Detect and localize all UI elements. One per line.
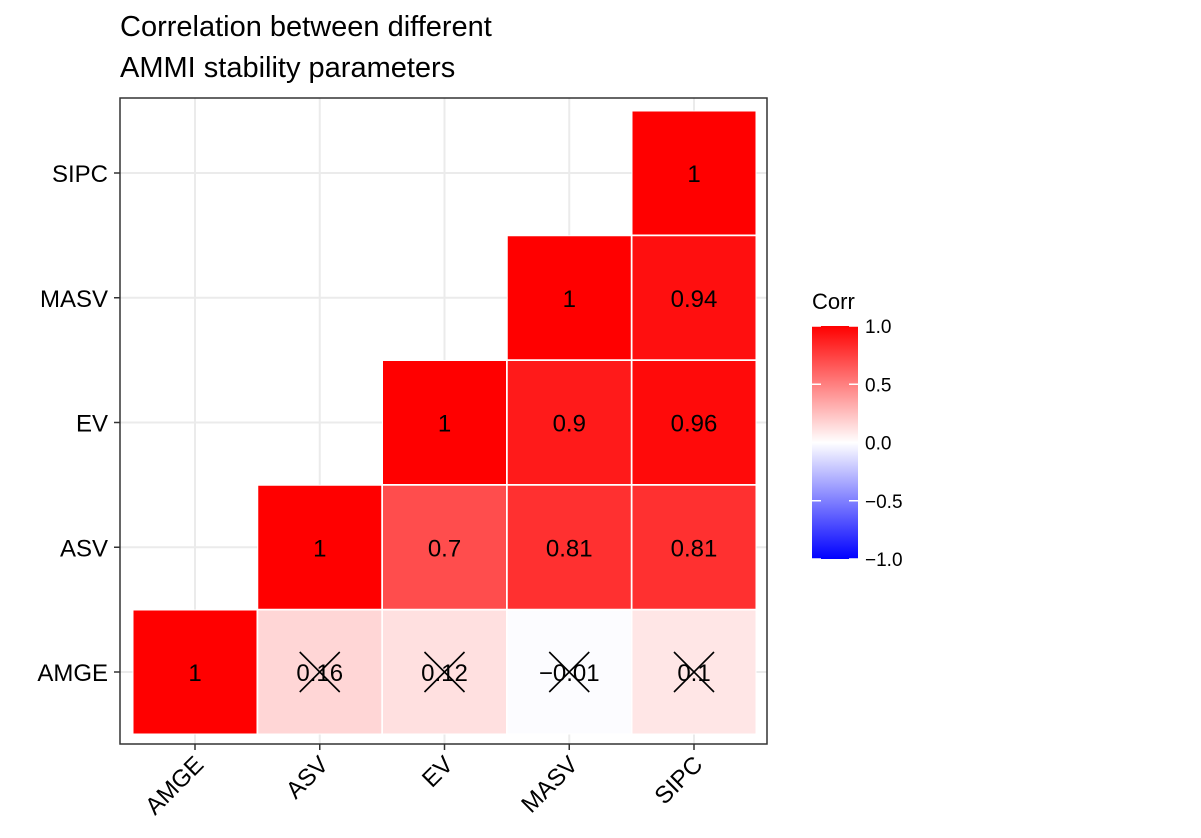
legend-tick-label-0: 0.0: [865, 434, 891, 455]
legend-tick-label-neg0-5: −0.5: [865, 492, 903, 513]
heatmap-cell-sipc-asv: [631, 484, 757, 610]
y-tick-label-asv: ASV: [60, 535, 108, 562]
cell-label-sipc-sipc: 1: [687, 161, 700, 188]
heatmap-cell-asv-asv: [257, 484, 383, 610]
x-tick-label-amge: AMGE: [140, 751, 209, 820]
heatmap-cell-amge-amge: [132, 609, 258, 735]
legend-tick-label-1: 1.0: [865, 317, 891, 338]
insignificance-marks: [299, 651, 715, 693]
heatmap-cell-masv-asv: [506, 484, 632, 610]
cell-label-ev-amge: 0.12: [421, 660, 468, 687]
x-tick-label-asv: ASV: [281, 751, 334, 804]
color-legend: Corr 1.0 0.5 0.0 −0.5 −1.0: [812, 289, 903, 571]
heatmap-cell-sipc-sipc: [631, 110, 757, 236]
plot-panel-border: [119, 97, 768, 745]
cell-label-asv-amge: 0.16: [296, 660, 343, 687]
y-tick-label-ev: EV: [76, 411, 108, 438]
cell-label-masv-masv: 1: [563, 286, 576, 313]
cell-label-sipc-asv: 0.81: [671, 535, 718, 562]
insignificant-cross-asv-amge-b: [299, 651, 341, 693]
chart-title-line-1: Correlation between different: [120, 11, 492, 43]
heatmap-cell-sipc-masv: [631, 235, 757, 361]
cell-label-ev-ev: 1: [438, 411, 451, 438]
cell-label-masv-ev: 0.9: [553, 411, 586, 438]
insignificant-cross-sipc-amge-b: [673, 651, 715, 693]
cell-label-sipc-ev: 0.96: [671, 411, 718, 438]
insignificant-cross-masv-amge-b: [548, 651, 590, 693]
cell-value-labels: 1 0.16 0.12 −0.01 0.11 0.7 0.81 0.811 0.9 0.961 0.…: [188, 161, 717, 687]
cell-label-asv-asv: 1: [313, 535, 326, 562]
heatmap-cell-ev-ev: [382, 360, 507, 485]
cell-label-masv-asv: 0.81: [546, 535, 593, 562]
chart-title: Correlation between different AMMI stabi…: [120, 11, 492, 84]
cell-label-masv-amge: −0.01: [539, 660, 600, 687]
legend-ticks: 1.0 0.5 0.0 −0.5 −1.0: [812, 317, 903, 571]
insignificant-cross-ev-amge-b: [423, 651, 466, 693]
cell-label-ev-asv: 0.7: [428, 535, 461, 562]
heatmap-cell-ev-asv: [382, 484, 507, 610]
legend-title: Corr: [812, 289, 855, 314]
heatmap-cell-masv-masv: [506, 235, 632, 361]
legend-tick-label-0-5: 0.5: [865, 375, 891, 396]
heatmap-cell-masv-ev: [506, 360, 632, 485]
x-tick-label-ev: EV: [417, 751, 459, 793]
chart-title-line-2: AMMI stability parameters: [120, 52, 455, 84]
y-tick-label-sipc: SIPC: [52, 161, 108, 188]
x-tick-label-masv: MASV: [516, 751, 583, 818]
cell-label-amge-amge: 1: [188, 660, 201, 687]
cell-label-sipc-masv: 0.94: [671, 286, 718, 313]
x-tick-label-sipc: SIPC: [650, 751, 709, 810]
y-tick-label-amge: AMGE: [37, 660, 108, 687]
legend-tick-label-neg1: −1.0: [865, 550, 903, 571]
heatmap-cell-sipc-ev: [631, 360, 757, 485]
y-tick-label-masv: MASV: [40, 286, 108, 313]
heatmap-cells: [132, 110, 757, 735]
